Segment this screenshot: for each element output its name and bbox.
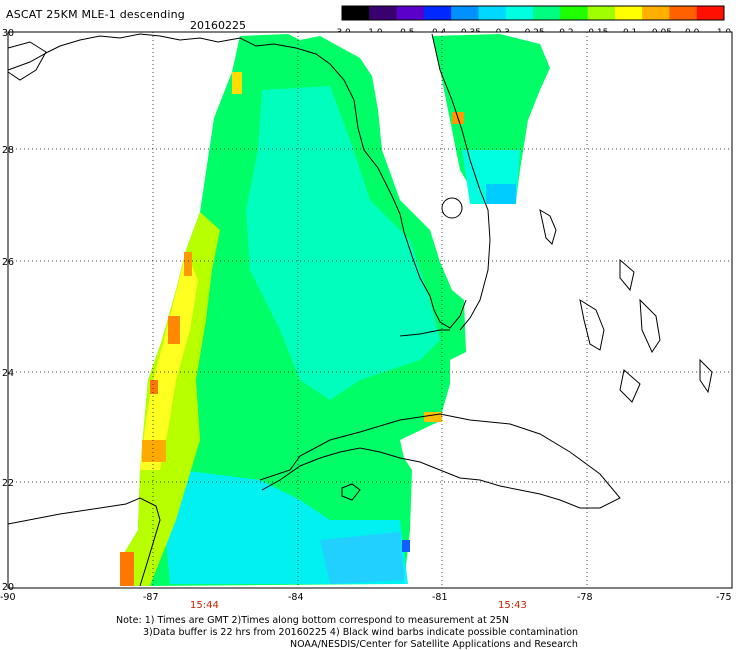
swath-orange-4 bbox=[142, 440, 166, 462]
lat-label-30: 30 bbox=[2, 28, 14, 39]
note-line-2: 3)Data buffer is 22 hrs from 20160225 4)… bbox=[143, 627, 579, 638]
colorbar-swatch bbox=[505, 6, 534, 20]
colorbar-swatch bbox=[560, 6, 589, 20]
swath-orange-3 bbox=[150, 380, 158, 394]
note-line-1: Note: 1) Times are GMT 2)Times along bot… bbox=[116, 615, 509, 626]
product-title: ASCAT 25KM MLE-1 descending bbox=[6, 8, 185, 21]
time-label-right: 15:43 bbox=[498, 600, 527, 611]
colorbar-swatch bbox=[369, 6, 398, 20]
colorbar-swatch bbox=[423, 6, 452, 20]
swath-orange-6 bbox=[232, 72, 242, 94]
graticule bbox=[8, 32, 732, 588]
lon-label-75: -75 bbox=[716, 592, 732, 603]
swath-east-blue bbox=[486, 184, 516, 204]
product-date: 20160225 bbox=[190, 19, 246, 32]
swath-blue-pixel bbox=[402, 540, 410, 552]
colorbar-border bbox=[341, 5, 725, 21]
colorbar-swatch bbox=[342, 6, 370, 20]
lon-label-90: -90 bbox=[0, 592, 16, 603]
colorbar-swatch bbox=[696, 6, 725, 20]
time-label-left: 15:44 bbox=[190, 600, 219, 611]
swath-orange-1 bbox=[184, 252, 192, 276]
swath-orange-7 bbox=[424, 412, 442, 422]
lat-label-22: 22 bbox=[2, 478, 14, 489]
lon-label-87: -87 bbox=[143, 592, 159, 603]
note-line-3: NOAA/NESDIS/Center for Satellite Applica… bbox=[290, 639, 578, 650]
swath-orange-5 bbox=[120, 552, 134, 586]
swath-east-base bbox=[432, 34, 550, 204]
swath-orange-2 bbox=[168, 316, 180, 344]
colorbar-swatch bbox=[478, 6, 507, 20]
swath-west-yellow-inner bbox=[140, 252, 198, 470]
colorbar-swatch bbox=[669, 6, 698, 20]
lat-label-26: 26 bbox=[2, 257, 14, 268]
coastlines bbox=[7, 33, 713, 587]
colorbar-swatch bbox=[533, 6, 561, 20]
swath-west-blue-patch bbox=[320, 532, 404, 584]
lon-labels: -90 -87 -84 -81 -78 -75 bbox=[0, 592, 732, 603]
colorbar-swatch bbox=[642, 6, 670, 20]
colorbar-swatch bbox=[587, 6, 616, 20]
colorbar-swatch bbox=[614, 6, 643, 20]
colorbar-swatch bbox=[396, 6, 425, 20]
map-border bbox=[7, 31, 733, 589]
colorbar-swatch bbox=[451, 6, 479, 20]
swath-west-cyan bbox=[246, 86, 440, 400]
lat-label-24: 24 bbox=[2, 368, 14, 379]
lat-label-28: 28 bbox=[2, 145, 14, 156]
lon-label-78: -78 bbox=[577, 592, 593, 603]
lat-labels: 30 28 26 24 22 20 bbox=[2, 28, 14, 593]
map-frame: 30 28 26 24 22 20 -90 -87 -84 -81 -78 -7… bbox=[0, 28, 733, 611]
lon-label-81: -81 bbox=[432, 592, 448, 603]
lat-label-20: 20 bbox=[2, 582, 14, 593]
lon-label-84: -84 bbox=[288, 592, 304, 603]
